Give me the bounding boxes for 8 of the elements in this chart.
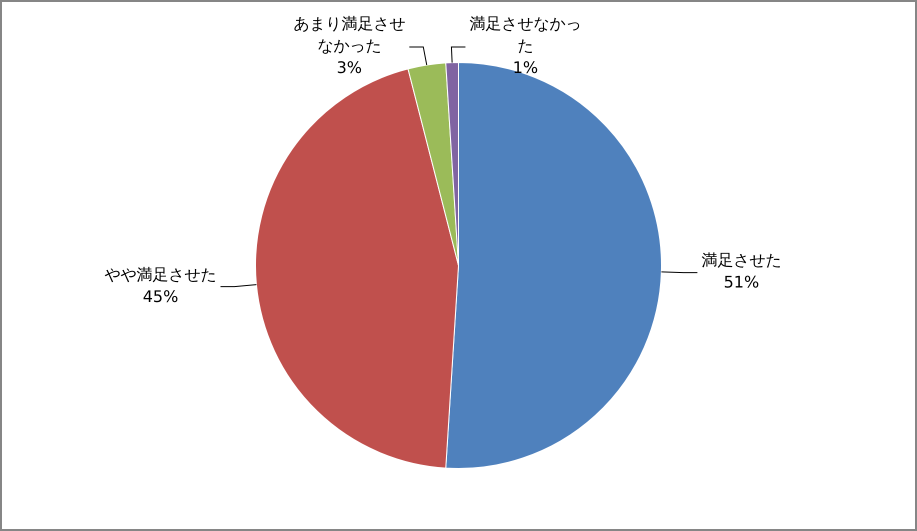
slice-label: やや満足させた bbox=[104, 264, 216, 284]
data-label: 3% bbox=[336, 58, 362, 78]
slice-label: 満足させなかった bbox=[469, 14, 582, 56]
slice-label: あまり満足させなかった bbox=[293, 14, 406, 56]
data-label: 1% bbox=[512, 58, 538, 78]
slice-label: 満足させた bbox=[701, 250, 782, 270]
data-label: 51% bbox=[724, 272, 760, 292]
data-label: 45% bbox=[142, 286, 178, 306]
